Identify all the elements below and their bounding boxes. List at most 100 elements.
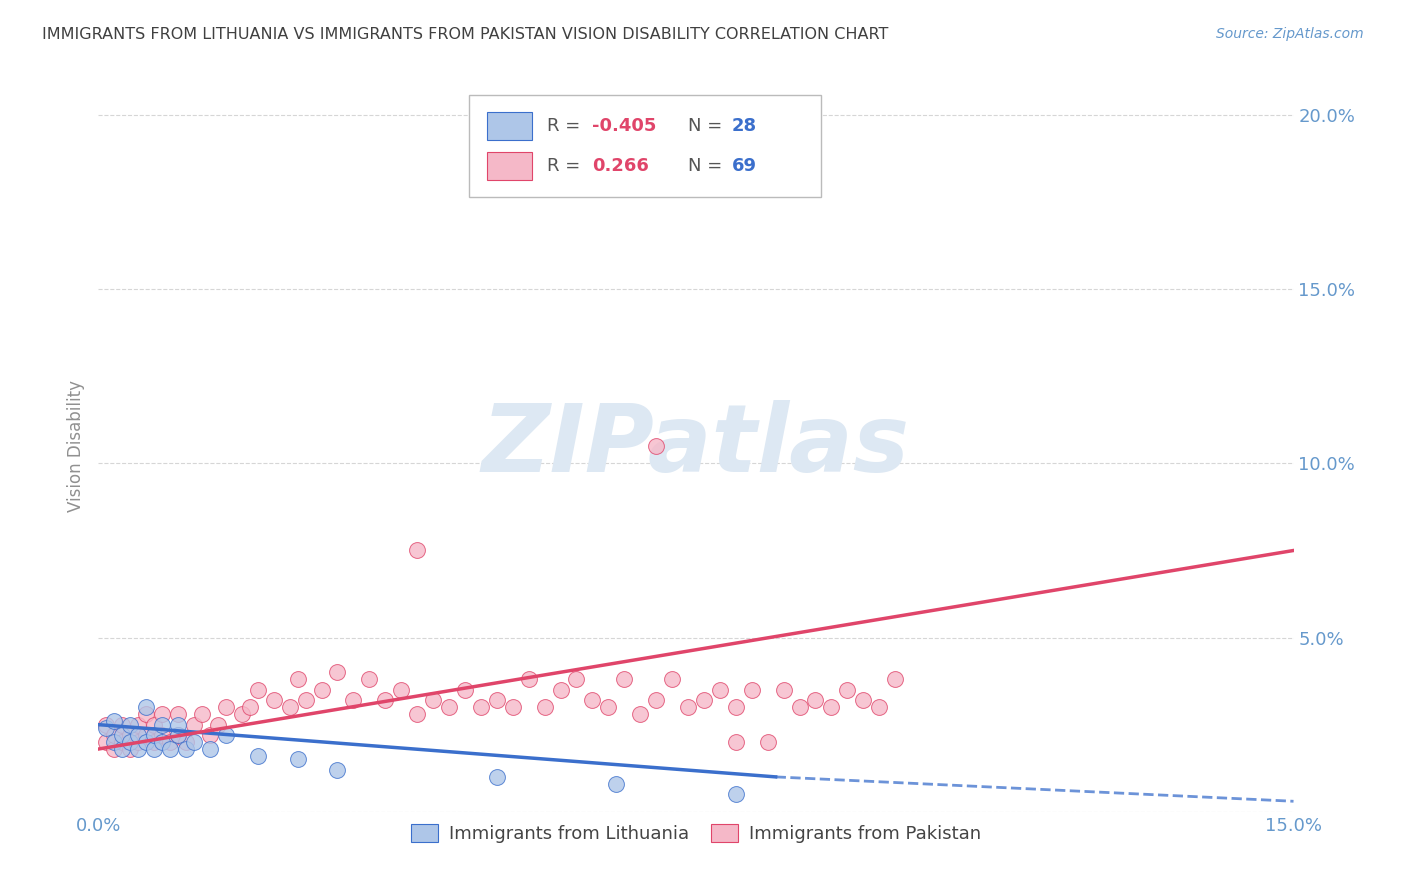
Point <box>135 707 157 722</box>
Point <box>127 742 149 756</box>
Point <box>837 682 859 697</box>
Point <box>287 673 309 687</box>
Text: 69: 69 <box>733 157 756 175</box>
Point <box>174 742 197 756</box>
Legend: Immigrants from Lithuania, Immigrants from Pakistan: Immigrants from Lithuania, Immigrants fr… <box>404 817 988 850</box>
Point <box>159 742 181 756</box>
Point <box>159 735 181 749</box>
Point <box>215 728 238 742</box>
Point <box>167 717 190 731</box>
FancyBboxPatch shape <box>486 152 533 180</box>
Point <box>422 693 444 707</box>
Point <box>167 728 190 742</box>
Point <box>143 728 166 742</box>
Point <box>628 707 651 722</box>
Point <box>191 707 214 722</box>
Point <box>359 673 381 687</box>
Point <box>724 735 747 749</box>
Point <box>198 742 221 756</box>
Point <box>278 700 301 714</box>
Point <box>605 777 627 791</box>
Y-axis label: Vision Disability: Vision Disability <box>66 380 84 512</box>
Point <box>741 682 763 697</box>
Point <box>143 735 166 749</box>
Point <box>96 721 118 735</box>
FancyBboxPatch shape <box>470 95 821 197</box>
Text: R =: R = <box>547 118 585 136</box>
Point <box>804 693 827 707</box>
Point <box>174 735 197 749</box>
Text: 28: 28 <box>733 118 756 136</box>
Point <box>96 735 118 749</box>
Point <box>120 728 142 742</box>
Point <box>143 717 166 731</box>
Point <box>198 728 221 742</box>
Point <box>167 728 190 742</box>
Point <box>239 700 262 714</box>
Point <box>342 693 364 707</box>
Point <box>326 763 349 777</box>
FancyBboxPatch shape <box>486 112 533 140</box>
Text: IMMIGRANTS FROM LITHUANIA VS IMMIGRANTS FROM PAKISTAN VISION DISABILITY CORRELAT: IMMIGRANTS FROM LITHUANIA VS IMMIGRANTS … <box>42 27 889 42</box>
Point <box>724 787 747 801</box>
Point <box>150 707 173 722</box>
Point <box>789 700 811 714</box>
Point <box>820 700 842 714</box>
Point <box>533 700 555 714</box>
Point <box>111 717 134 731</box>
Point <box>709 682 731 697</box>
Point <box>868 700 890 714</box>
Point <box>135 700 157 714</box>
Point <box>598 700 620 714</box>
Point <box>693 693 716 707</box>
Point <box>517 673 540 687</box>
Text: R =: R = <box>547 157 592 175</box>
Point <box>645 693 668 707</box>
Point <box>103 714 125 728</box>
Point <box>150 735 173 749</box>
Point <box>246 682 269 697</box>
Point <box>207 717 229 731</box>
Point <box>263 693 285 707</box>
Point <box>406 543 429 558</box>
Point <box>183 717 205 731</box>
Point <box>111 735 134 749</box>
Point <box>724 700 747 714</box>
Point <box>287 752 309 766</box>
Point <box>127 717 149 731</box>
Point <box>565 673 588 687</box>
Point <box>103 735 125 749</box>
Point <box>231 707 253 722</box>
Text: N =: N = <box>688 118 727 136</box>
Point <box>311 682 333 697</box>
Point <box>389 682 412 697</box>
Point <box>485 770 508 784</box>
Point <box>374 693 396 707</box>
Point <box>550 682 572 697</box>
Point <box>645 439 668 453</box>
Point <box>613 673 636 687</box>
Point <box>120 742 142 756</box>
Point <box>103 728 125 742</box>
Text: N =: N = <box>688 157 727 175</box>
Point <box>437 700 460 714</box>
Point <box>772 682 794 697</box>
Point <box>120 735 142 749</box>
Point <box>454 682 477 697</box>
Point <box>661 673 683 687</box>
Point <box>103 742 125 756</box>
Point <box>127 728 149 742</box>
Point <box>183 735 205 749</box>
Point <box>215 700 238 714</box>
Point <box>406 707 429 722</box>
Point <box>96 717 118 731</box>
Point <box>150 728 173 742</box>
Point <box>135 728 157 742</box>
Point <box>502 700 524 714</box>
Point <box>884 673 907 687</box>
Point <box>111 742 134 756</box>
Point <box>676 700 699 714</box>
Point <box>756 735 779 749</box>
Text: -0.405: -0.405 <box>592 118 657 136</box>
Point <box>111 728 134 742</box>
